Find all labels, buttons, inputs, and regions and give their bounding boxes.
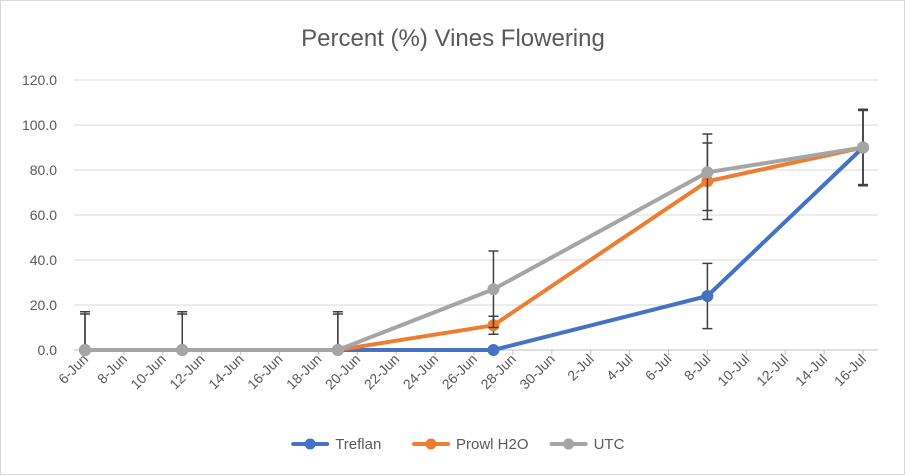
y-tick-label: 0.0 bbox=[38, 342, 58, 358]
x-tick-label: 8-Jul bbox=[681, 351, 714, 384]
legend: Treflan Prowl H2O UTC bbox=[291, 436, 625, 453]
x-tick-label: 20-Jun bbox=[322, 351, 364, 393]
y-tick-label: 100.0 bbox=[22, 117, 57, 133]
x-tick-label: 22-Jun bbox=[361, 351, 403, 393]
x-tick-label: 6-Jun bbox=[55, 351, 91, 387]
series-layer bbox=[79, 108, 869, 356]
data-point bbox=[701, 166, 714, 179]
legend-label: Prowl H2O bbox=[456, 436, 529, 453]
series-line bbox=[83, 145, 865, 352]
data-point bbox=[857, 141, 869, 154]
gridlines bbox=[74, 79, 878, 351]
x-tick-label: 4-Jul bbox=[603, 351, 636, 384]
x-axis: 6-Jun 8-Jun10-Jun12-Jun14-Jun16-Jun18-Jun… bbox=[55, 349, 878, 393]
y-tick-label: 40.0 bbox=[30, 252, 57, 268]
data-point bbox=[487, 344, 500, 356]
legend-label: UTC bbox=[594, 436, 625, 453]
y-axis: 0.0 20.0 40.0 60.0 80.0 100.0 120.0 bbox=[22, 72, 57, 358]
legend-swatch-marker bbox=[304, 438, 316, 450]
x-tick-label: 16-Jul bbox=[831, 351, 869, 389]
x-tick-label: 28-Jun bbox=[477, 351, 519, 393]
x-tick-label: 10-Jul bbox=[714, 351, 752, 389]
legend-item: UTC bbox=[549, 436, 625, 453]
x-tick-label: 24-Jun bbox=[400, 351, 442, 393]
x-tick-label: 18-Jun bbox=[283, 351, 325, 393]
data-point bbox=[701, 290, 714, 302]
y-tick-label: 20.0 bbox=[30, 297, 57, 313]
x-tick-label: 14-Jun bbox=[205, 351, 247, 393]
x-tick-label: 12-Jul bbox=[753, 351, 791, 389]
y-tick-label: 60.0 bbox=[30, 207, 57, 223]
legend-item: Treflan bbox=[291, 436, 381, 453]
x-tick-label: 14-Jul bbox=[792, 351, 830, 389]
x-tick-label: 26-Jun bbox=[439, 351, 481, 393]
legend-swatch-marker bbox=[425, 438, 437, 450]
x-tick-label: 8-Jun bbox=[94, 351, 130, 387]
data-point bbox=[331, 344, 344, 356]
data-point bbox=[487, 283, 500, 296]
y-tick-label: 80.0 bbox=[30, 162, 57, 178]
legend-item: Prowl H2O bbox=[412, 436, 529, 453]
y-tick-label: 120.0 bbox=[22, 72, 57, 88]
series-line bbox=[83, 145, 865, 352]
x-tick-label: 12-Jun bbox=[166, 351, 208, 393]
legend-swatch-marker bbox=[563, 438, 575, 450]
data-point bbox=[176, 344, 189, 356]
x-tick-label: 30-Jun bbox=[516, 351, 558, 393]
data-point bbox=[79, 344, 91, 356]
legend-label: Treflan bbox=[335, 436, 381, 453]
x-tick-label: 10-Jun bbox=[127, 351, 169, 393]
x-tick-label: 6-Jul bbox=[642, 351, 675, 384]
x-tick-label: 2-Jul bbox=[564, 351, 597, 384]
series-utc bbox=[79, 108, 869, 356]
chart-title: Percent (%) Vines Flowering bbox=[301, 25, 605, 52]
series-treflan bbox=[79, 109, 869, 356]
series-line bbox=[83, 145, 865, 352]
x-tick-label: 16-Jun bbox=[244, 351, 286, 393]
series-prowl-h2o bbox=[79, 109, 869, 356]
